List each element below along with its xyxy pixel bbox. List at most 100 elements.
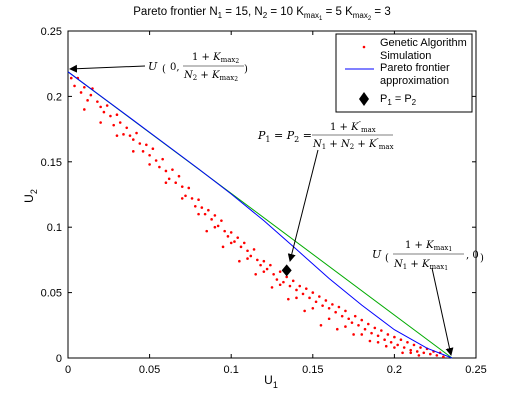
scatter-point [226,235,230,238]
scatter-point [102,110,106,114]
annotation-u1-intercept: U ( 1 + Kmax1 N1 + Kmax1 , 0 ) [372,240,484,356]
scatter-point [131,138,135,141]
scatter-point [154,159,158,162]
pareto-frontier-line [67,71,453,359]
scatter-point [406,341,409,344]
y-tick-label: 0.05 [41,288,62,300]
scatter-point [278,270,282,273]
svg-text:0,: 0, [170,62,180,73]
x-axis-label: U1 [264,373,278,390]
scatter-point [236,236,240,239]
scatter-point [246,257,249,260]
scatter-point [412,343,416,347]
scatter-point [344,325,347,328]
scatter-point [376,341,380,344]
svg-text:U: U [372,248,382,261]
scatter-point [180,197,184,200]
legend-entry-p1p2: P1 = P2 [380,93,417,107]
scatter-point [254,272,257,276]
scatter-point [295,288,298,292]
scatter-point [239,245,243,249]
scatter-point [308,296,311,300]
scatter-point [200,206,204,209]
scatter-point [368,339,372,343]
y-tick-label: 0.15 [41,157,62,169]
scatter-point [380,329,383,332]
scatter-point [151,147,155,151]
chart-title: Pareto frontier N1 = 15, N2 = 10 Kmax1 =… [133,6,390,22]
scatter-point [164,181,168,185]
svg-text:): ) [480,253,484,264]
scatter-point [335,327,339,331]
scatter-point [393,335,396,339]
scatter-point [360,318,364,322]
scatter-point [363,327,367,331]
scatter-point [141,150,145,153]
scatter-point [238,259,241,263]
annotation-arrow-mid [287,149,319,262]
scatter-point [167,177,171,181]
scatter-point [190,197,194,200]
scatter-point [311,291,315,294]
scatter-point [422,351,426,355]
scatter-point [207,208,210,212]
scatter-point [311,306,315,310]
scatter-point [399,338,403,341]
scatter-point [203,212,207,216]
scatter-point [79,91,83,94]
y-tick-label: 0.2 [47,91,62,103]
scatter-point [370,331,373,335]
scatter-point [246,249,249,253]
scatter-point [442,355,445,358]
scatter-point [288,284,292,288]
scatter-point [259,263,262,267]
scatter-point [252,248,256,251]
scatter-point [366,322,370,326]
y-tick-label: 0.25 [41,26,62,38]
scatter-point [402,346,406,349]
scatter-point [389,341,393,344]
diamond-marker [281,264,292,277]
scatter-point [69,76,73,80]
scatter-point [249,254,253,258]
scatter-point [265,267,269,271]
svg-text:P1 = P2 =: P1 = P2 = [257,129,312,144]
scatter-point [409,348,413,352]
legend-diamond [359,92,369,106]
annotation-arrow-bottom [431,267,454,356]
scatter-point [161,157,164,161]
scatter-point [376,334,380,338]
scatter-point [270,286,274,289]
legend-entry-ga: Genetic Algorithm Simulation [380,37,470,62]
scatter-point [409,351,413,355]
scatter-point [122,133,125,136]
scatter-point [99,105,102,109]
scatter-point [210,218,213,221]
scatter-point [331,303,334,306]
scatter-point [223,229,226,233]
scatter-point [295,296,298,300]
scatter-point [187,186,191,190]
svg-text:1 + Kmax2: 1 + Kmax2 [192,52,239,65]
scatter-point [193,204,197,208]
scatter-point [89,93,93,97]
scatter-point [344,309,347,313]
legend-box [335,33,473,113]
scatter-point [220,219,223,222]
scatter-point [262,259,266,263]
scatter-point [275,278,279,281]
scatter-point [177,174,181,178]
svg-text:, 0: , 0 [466,250,479,261]
scatter-point [319,324,323,327]
scatter-point [229,231,233,234]
scatter-point [138,142,142,145]
scatter-point [262,270,266,273]
scatter-point [112,123,115,127]
scatter-point [282,280,285,284]
scatter-point [216,224,220,228]
scatter-point [125,126,129,130]
legend-red-dot [362,45,366,49]
scatter-point [242,241,246,245]
scatter-point [171,168,174,171]
